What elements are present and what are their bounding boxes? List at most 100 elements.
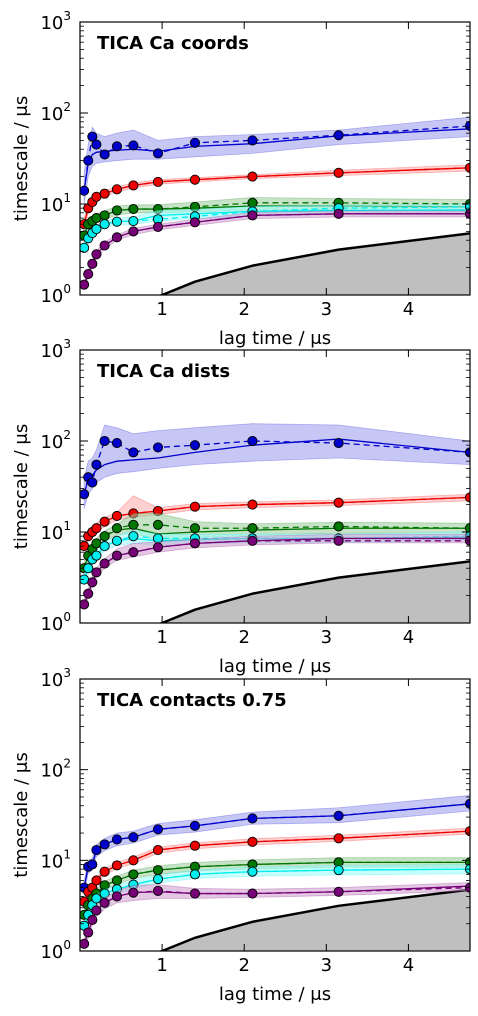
series-2-point [247, 499, 258, 510]
series-2-point [152, 176, 164, 187]
series-3-point [333, 521, 344, 532]
series-4-point [128, 215, 139, 227]
series-4-point [91, 893, 102, 904]
series-5-point [128, 226, 139, 237]
x-tick-label: 3 [321, 627, 332, 648]
series-1-mean-line [83, 128, 470, 191]
x-axis-label: lag time / μs [219, 656, 331, 677]
series-1-point [111, 834, 122, 845]
chart-title: TICA contacts 0.75 [97, 690, 287, 711]
series-1-point [333, 810, 344, 821]
series-5-point [152, 542, 164, 553]
series-2-point [333, 497, 344, 508]
series-4-point [83, 563, 94, 574]
x-tick-label: 1 [156, 299, 167, 320]
series-5-point [91, 249, 102, 260]
y-tick-label: 103 [40, 9, 71, 34]
series-2-point [189, 840, 200, 851]
series-5-point [99, 897, 110, 908]
series-1-point [87, 477, 98, 488]
series-1-point [247, 135, 258, 146]
series-1-point [152, 148, 164, 159]
series-1-point [99, 839, 110, 850]
series-2-point [333, 167, 344, 178]
series-1-point [99, 149, 110, 160]
y-axis-label: timescale / μs [11, 752, 32, 877]
series-4-point [333, 865, 344, 876]
series-1-point [247, 435, 258, 447]
series-4-point [247, 866, 258, 877]
series-5-point [83, 268, 94, 280]
series-3-point [128, 519, 139, 530]
series-1-confidence-band [83, 116, 470, 205]
series-1-point [91, 139, 102, 150]
series-5-point [333, 886, 344, 897]
series-4-point [128, 531, 139, 542]
series-5-point [83, 588, 94, 599]
series-2-point [91, 523, 102, 534]
series-5-point [189, 538, 200, 549]
lag-time-fill [162, 889, 470, 951]
series-5-point [189, 888, 200, 899]
series-2-point [189, 501, 200, 512]
series-5-point [128, 547, 139, 558]
chart-panel-2: 1 2 3 4 100 101 102 103 lag time / μs timescale /… [11, 337, 471, 677]
series-5-point [333, 208, 344, 219]
series-5-point [111, 550, 122, 561]
series-5-point [80, 938, 90, 949]
series-2-point [99, 188, 110, 199]
series-3-point [128, 204, 139, 215]
series-2-point [91, 875, 102, 886]
series-1-point [80, 489, 90, 500]
series-3-point [152, 519, 164, 530]
x-tick-label: 2 [238, 299, 249, 320]
series-5-point [87, 258, 98, 269]
series-3-sample-line [83, 524, 470, 569]
series-2-point [128, 855, 139, 866]
series-1-point [99, 435, 110, 447]
series-3-point [111, 205, 122, 216]
y-tick-label: 102 [40, 428, 71, 453]
series-3-point [152, 865, 164, 876]
x-tick-label: 3 [321, 955, 332, 976]
series-1-point [111, 141, 122, 152]
series-2-point [99, 516, 110, 527]
series-5-point [99, 558, 110, 569]
lag-time-fill [162, 561, 470, 623]
series-4-point [152, 874, 164, 885]
series-3-sample-line [83, 202, 470, 236]
series-5-point [152, 885, 164, 896]
series-1-point [189, 440, 200, 451]
y-tick-label: 100 [40, 282, 71, 307]
series-1-point [247, 813, 258, 824]
series-3-point [247, 523, 258, 534]
series-4-point [91, 224, 102, 235]
series-5-point [128, 887, 139, 898]
series-2-point [247, 836, 258, 847]
x-axis-label: lag time / μs [219, 984, 331, 1005]
series-4-point [111, 535, 122, 546]
series-5-point [247, 535, 258, 546]
series-5-point [83, 927, 94, 938]
series-2-point [189, 174, 200, 185]
y-tick-label: 102 [40, 757, 71, 782]
plot-frame [79, 678, 471, 952]
series-5-point [247, 888, 258, 899]
y-tick-label: 102 [40, 100, 71, 125]
series-1-point [189, 137, 200, 148]
series-2-point [111, 510, 122, 522]
series-5-point [152, 221, 164, 232]
series-1-point [128, 140, 139, 151]
series-1-point [80, 185, 90, 196]
series-2-point [111, 184, 122, 195]
series-1-point [91, 459, 102, 470]
x-tick-label: 1 [156, 955, 167, 976]
series-4-point [189, 869, 200, 880]
series-1-confidence-band [83, 795, 470, 894]
series-5-point [111, 891, 122, 902]
chart-panel-3: 1 2 3 4 100 101 102 103 lag time / μs timescale /… [11, 666, 471, 1005]
plot-area [80, 116, 470, 295]
plot-area [80, 423, 470, 623]
series-1-confidence-band [83, 423, 470, 509]
